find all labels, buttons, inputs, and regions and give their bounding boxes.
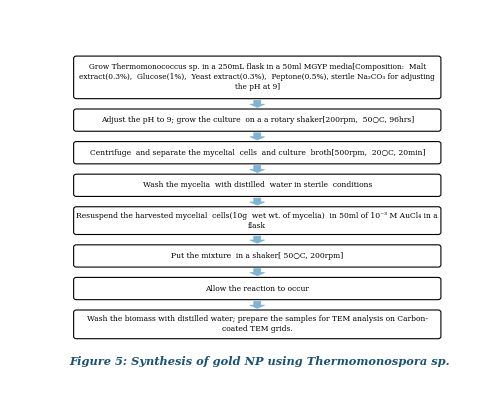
FancyBboxPatch shape [74,109,440,131]
FancyBboxPatch shape [74,56,440,99]
Polygon shape [249,166,264,173]
Polygon shape [249,198,264,205]
FancyBboxPatch shape [74,310,440,339]
FancyBboxPatch shape [74,207,440,235]
Polygon shape [249,100,264,107]
Text: Put the mixture  in a shaker[ 50○C, 200rpm]: Put the mixture in a shaker[ 50○C, 200rp… [171,252,343,260]
Text: Wash the mycelia  with distilled  water in sterile  conditions: Wash the mycelia with distilled water in… [142,181,371,189]
FancyBboxPatch shape [74,142,440,164]
FancyBboxPatch shape [74,277,440,300]
Text: Centrifuge  and separate the mycelial  cells  and culture  broth[500rpm,  20○C, : Centrifuge and separate the mycelial cel… [89,149,424,157]
Text: Adjust the pH to 9; grow the culture  on a a rotary shaker[200rpm,  50○C, 96hrs]: Adjust the pH to 9; grow the culture on … [100,116,413,124]
Polygon shape [249,301,264,308]
Text: Figure 5: Synthesis of gold NP using Thermomonospora sp.: Figure 5: Synthesis of gold NP using The… [70,356,449,367]
Polygon shape [249,133,264,140]
Text: Resuspend the harvested mycelial  cells(10g  wet wt. of mycelia)  in 50ml of 10⁻: Resuspend the harvested mycelial cells(1… [76,212,437,230]
FancyBboxPatch shape [74,174,440,197]
Polygon shape [249,236,264,243]
Polygon shape [249,269,264,276]
FancyBboxPatch shape [74,245,440,267]
Text: Grow Thermomonococcus sp. in a 250mL flask in a 50ml MGYP media[Composition:  Ma: Grow Thermomonococcus sp. in a 250mL fla… [79,63,434,91]
Text: Wash the biomass with distilled water; prepare the samples for TEM analysis on C: Wash the biomass with distilled water; p… [87,316,427,334]
Text: Allow the reaction to occur: Allow the reaction to occur [205,285,309,292]
